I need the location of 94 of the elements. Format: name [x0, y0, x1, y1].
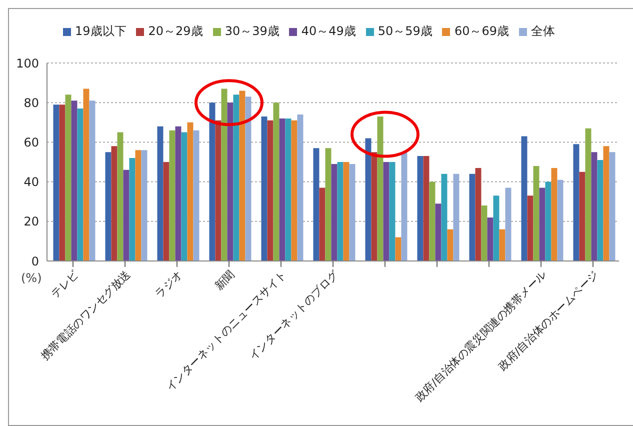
y-axis-title: (%) [21, 271, 42, 285]
x-tick-label: 新聞 [212, 268, 238, 293]
bar [123, 170, 130, 261]
bar [89, 100, 96, 261]
bar [325, 148, 332, 261]
bar [53, 104, 60, 261]
bar [285, 118, 292, 261]
bar [573, 144, 580, 261]
bar [441, 174, 448, 261]
bar [105, 152, 112, 261]
bar [521, 136, 528, 261]
bar [291, 120, 298, 261]
bar [215, 120, 222, 261]
bar [579, 172, 586, 261]
legend-label: 60～69歳 [454, 24, 509, 38]
bar [117, 132, 124, 261]
bar [65, 94, 72, 261]
legend-label: 全体 [531, 24, 555, 38]
bar [609, 152, 616, 261]
bar [377, 116, 384, 261]
bar [233, 94, 240, 261]
bar [423, 156, 430, 261]
bar [163, 162, 170, 261]
bar [371, 152, 378, 261]
bar [551, 168, 558, 261]
legend-label: 50～59歳 [378, 24, 432, 38]
bar [141, 150, 148, 261]
bar [129, 158, 136, 261]
bar [603, 146, 610, 261]
y-tick-label: 80 [24, 96, 39, 110]
bar [417, 156, 424, 261]
bar [401, 152, 408, 261]
bar [111, 146, 118, 261]
bar [245, 96, 252, 261]
x-tick-label: ラジオ [152, 268, 186, 300]
x-tick-label: テレビ [48, 267, 82, 300]
bar [349, 164, 356, 261]
legend-label: 40～49歳 [301, 24, 356, 38]
bar [429, 182, 436, 261]
bar [239, 90, 246, 261]
legend-label: 20～29歳 [148, 24, 203, 38]
bar [435, 204, 442, 261]
bar [175, 126, 182, 261]
bar [591, 152, 598, 261]
bar [585, 128, 592, 261]
bar [557, 180, 564, 261]
y-tick-label: 0 [31, 254, 39, 268]
bar [453, 174, 460, 261]
bar [135, 150, 142, 261]
bar [469, 174, 476, 261]
bar [279, 118, 286, 261]
bar [77, 108, 84, 261]
y-tick-label: 60 [24, 135, 39, 150]
bar [493, 196, 500, 261]
bar [597, 160, 604, 261]
bar [297, 114, 304, 261]
bar [227, 102, 234, 261]
bar [209, 102, 216, 261]
bar [319, 188, 326, 261]
bar [157, 126, 164, 261]
y-tick-label: 40 [24, 175, 39, 190]
bar [221, 88, 228, 261]
bar [267, 120, 274, 261]
bar [187, 122, 194, 261]
legend-label: 19歳以下 [74, 24, 126, 38]
bar [59, 104, 66, 261]
bar [505, 188, 512, 261]
bar [487, 217, 494, 261]
bar [383, 162, 390, 261]
bar [481, 206, 488, 261]
bar [313, 148, 320, 261]
bar [365, 138, 372, 261]
y-tick-label: 100 [16, 56, 39, 70]
bar [343, 162, 350, 261]
bar [331, 164, 338, 261]
bar [273, 102, 280, 261]
y-tick-label: 20 [24, 214, 39, 229]
bar [527, 196, 534, 261]
bar [545, 182, 552, 261]
bar [447, 229, 454, 261]
bar [337, 162, 344, 261]
bar [261, 116, 268, 261]
bar [475, 168, 482, 261]
bar [389, 162, 396, 261]
bar [181, 132, 188, 261]
bar [193, 130, 200, 261]
bar [539, 188, 546, 261]
bar [499, 229, 506, 261]
bar [395, 237, 402, 261]
bar [533, 166, 540, 261]
bar [169, 130, 176, 261]
legend-label: 30～39歳 [224, 24, 280, 38]
bar [71, 100, 78, 261]
bar [83, 88, 90, 261]
